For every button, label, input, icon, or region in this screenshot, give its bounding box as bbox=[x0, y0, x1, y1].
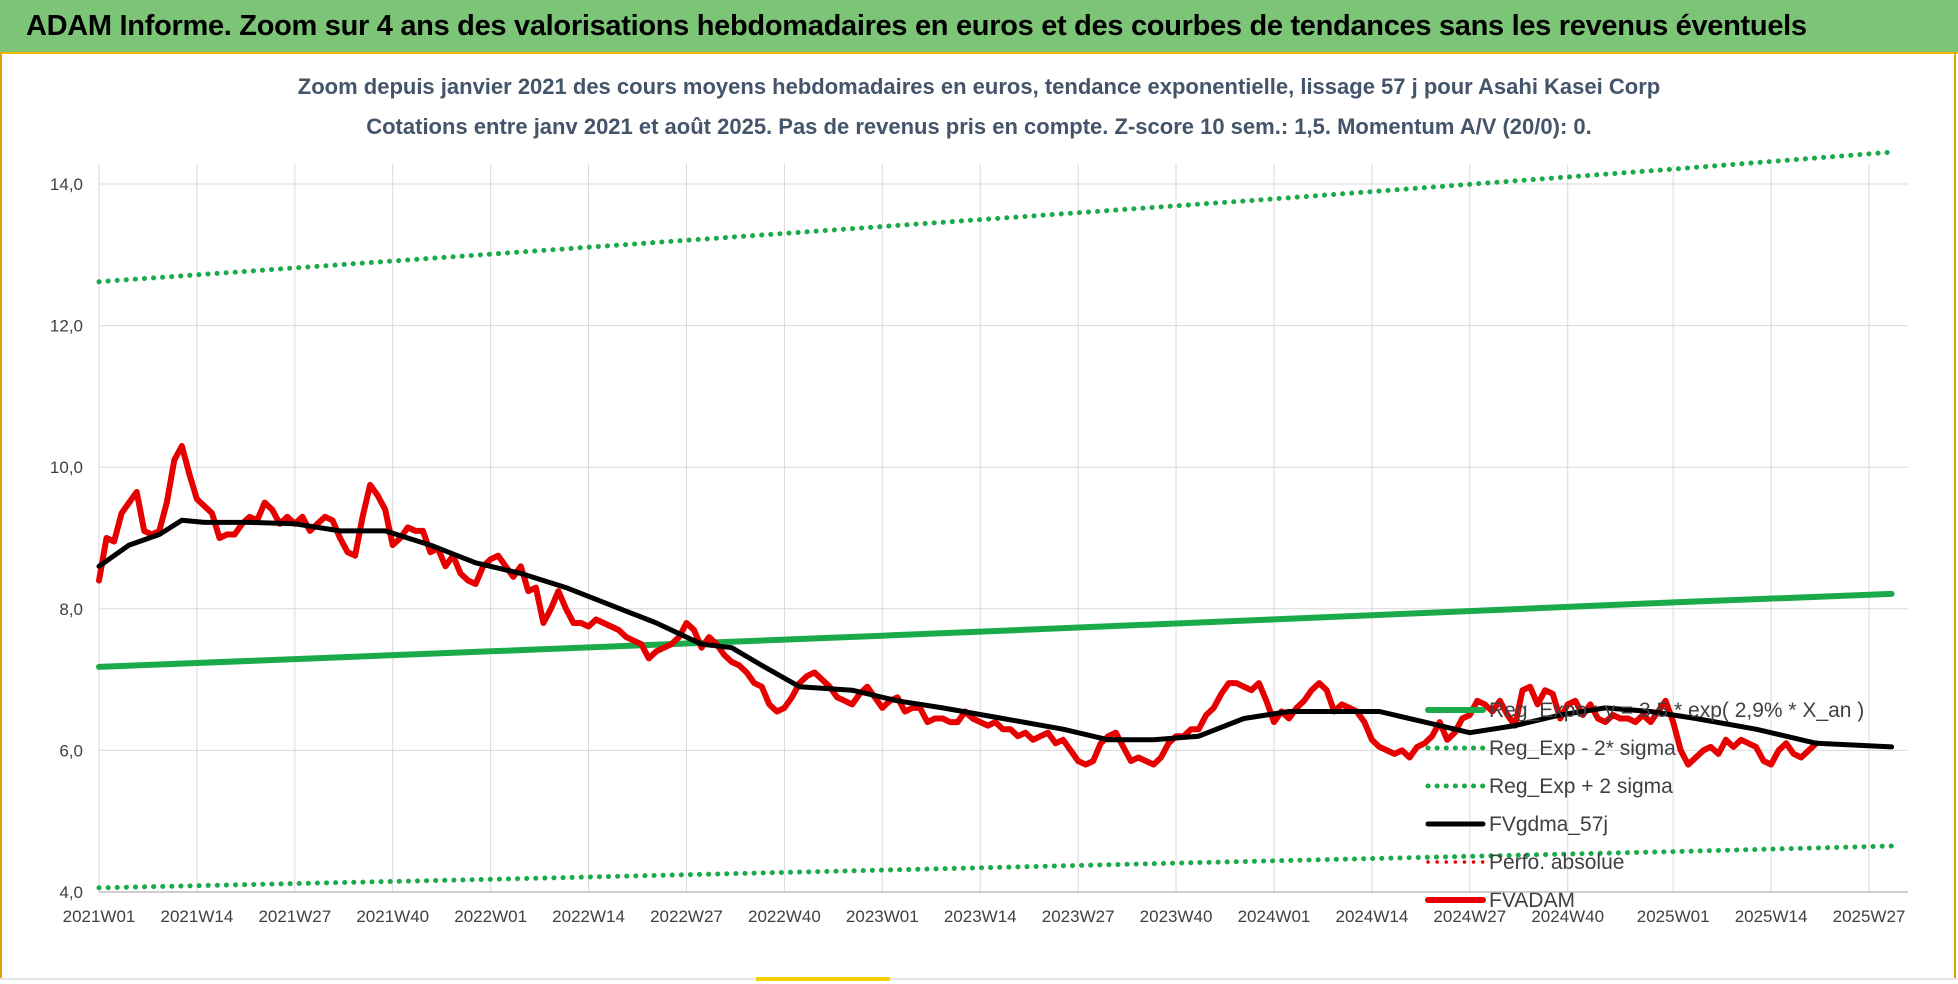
x-tick-label: 2025W27 bbox=[1833, 907, 1906, 926]
chart-subtitle: Cotations entre janv 2021 et août 2025. … bbox=[366, 114, 1592, 139]
y-tick-label: 10,0 bbox=[50, 458, 83, 477]
y-tick-label: 14,0 bbox=[50, 175, 83, 194]
legend-label: FVADAM bbox=[1489, 889, 1575, 912]
series-lines bbox=[96, 149, 1895, 891]
x-tick-label: 2022W27 bbox=[650, 907, 723, 926]
header-band: ADAM Informe. Zoom sur 4 ans des valoris… bbox=[0, 0, 1958, 54]
legend-label: FVgdma_57j bbox=[1489, 813, 1608, 836]
y-tick-label: 8,0 bbox=[59, 600, 83, 619]
y-tick-label: 6,0 bbox=[59, 741, 83, 760]
x-tick-label: 2024W40 bbox=[1531, 907, 1604, 926]
page-title: ADAM Informe. Zoom sur 4 ans des valoris… bbox=[26, 10, 1807, 42]
x-tick-label: 2024W14 bbox=[1336, 907, 1409, 926]
axes: 4,0 6,0 8,0 10,0 12,0 14,0 2021W01 2021W14 2021W… bbox=[50, 175, 1908, 926]
x-tick-label: 2021W14 bbox=[161, 907, 234, 926]
x-tick-label: 2023W14 bbox=[944, 907, 1017, 926]
x-tick-label: 2023W40 bbox=[1140, 907, 1213, 926]
bottom-accent bbox=[756, 977, 890, 981]
chart-frame: Zoom depuis janvier 2021 des cours moyen… bbox=[0, 52, 1956, 980]
legend-label: Reg_Expo : y = 3,5 * exp( 2,9% * X_an ) bbox=[1489, 699, 1864, 722]
bottom-divider bbox=[0, 978, 1958, 980]
x-tick-label: 2022W40 bbox=[748, 907, 821, 926]
reg-expo-line bbox=[96, 590, 1895, 670]
reg-exp-plus-2sigma-line bbox=[96, 149, 1895, 285]
legend: Reg_Expo : y = 3,5 * exp( 2,9% * X_an ) R… bbox=[1425, 699, 1864, 912]
x-tick-label: 2021W01 bbox=[63, 907, 136, 926]
fvgdma-57j-line bbox=[96, 517, 1895, 750]
x-tick-label: 2025W14 bbox=[1735, 907, 1808, 926]
legend-label: Perfo. absolue bbox=[1489, 851, 1624, 874]
x-tick-label: 2022W01 bbox=[454, 907, 527, 926]
x-tick-label: 2023W27 bbox=[1042, 907, 1115, 926]
y-tick-label: 4,0 bbox=[59, 883, 83, 902]
chart-title: Zoom depuis janvier 2021 des cours moyen… bbox=[298, 74, 1660, 99]
y-tick-label: 12,0 bbox=[50, 317, 83, 336]
x-tick-label: 2021W27 bbox=[258, 907, 331, 926]
chart: Zoom depuis janvier 2021 des cours moyen… bbox=[50, 74, 1908, 926]
x-tick-label: 2024W01 bbox=[1238, 907, 1311, 926]
x-tick-label: 2025W01 bbox=[1637, 907, 1710, 926]
legend-label: Reg_Exp - 2* sigma bbox=[1489, 737, 1676, 760]
grid bbox=[98, 164, 1908, 893]
x-tick-label: 2021W40 bbox=[356, 907, 429, 926]
fvadam-line bbox=[96, 443, 1820, 768]
x-tick-label: 2023W01 bbox=[846, 907, 919, 926]
x-tick-label: 2022W14 bbox=[552, 907, 625, 926]
x-tick-label: 2024W27 bbox=[1433, 907, 1506, 926]
reg-exp-minus-2sigma-line bbox=[96, 843, 1895, 891]
legend-label: Reg_Exp + 2 sigma bbox=[1489, 775, 1673, 798]
